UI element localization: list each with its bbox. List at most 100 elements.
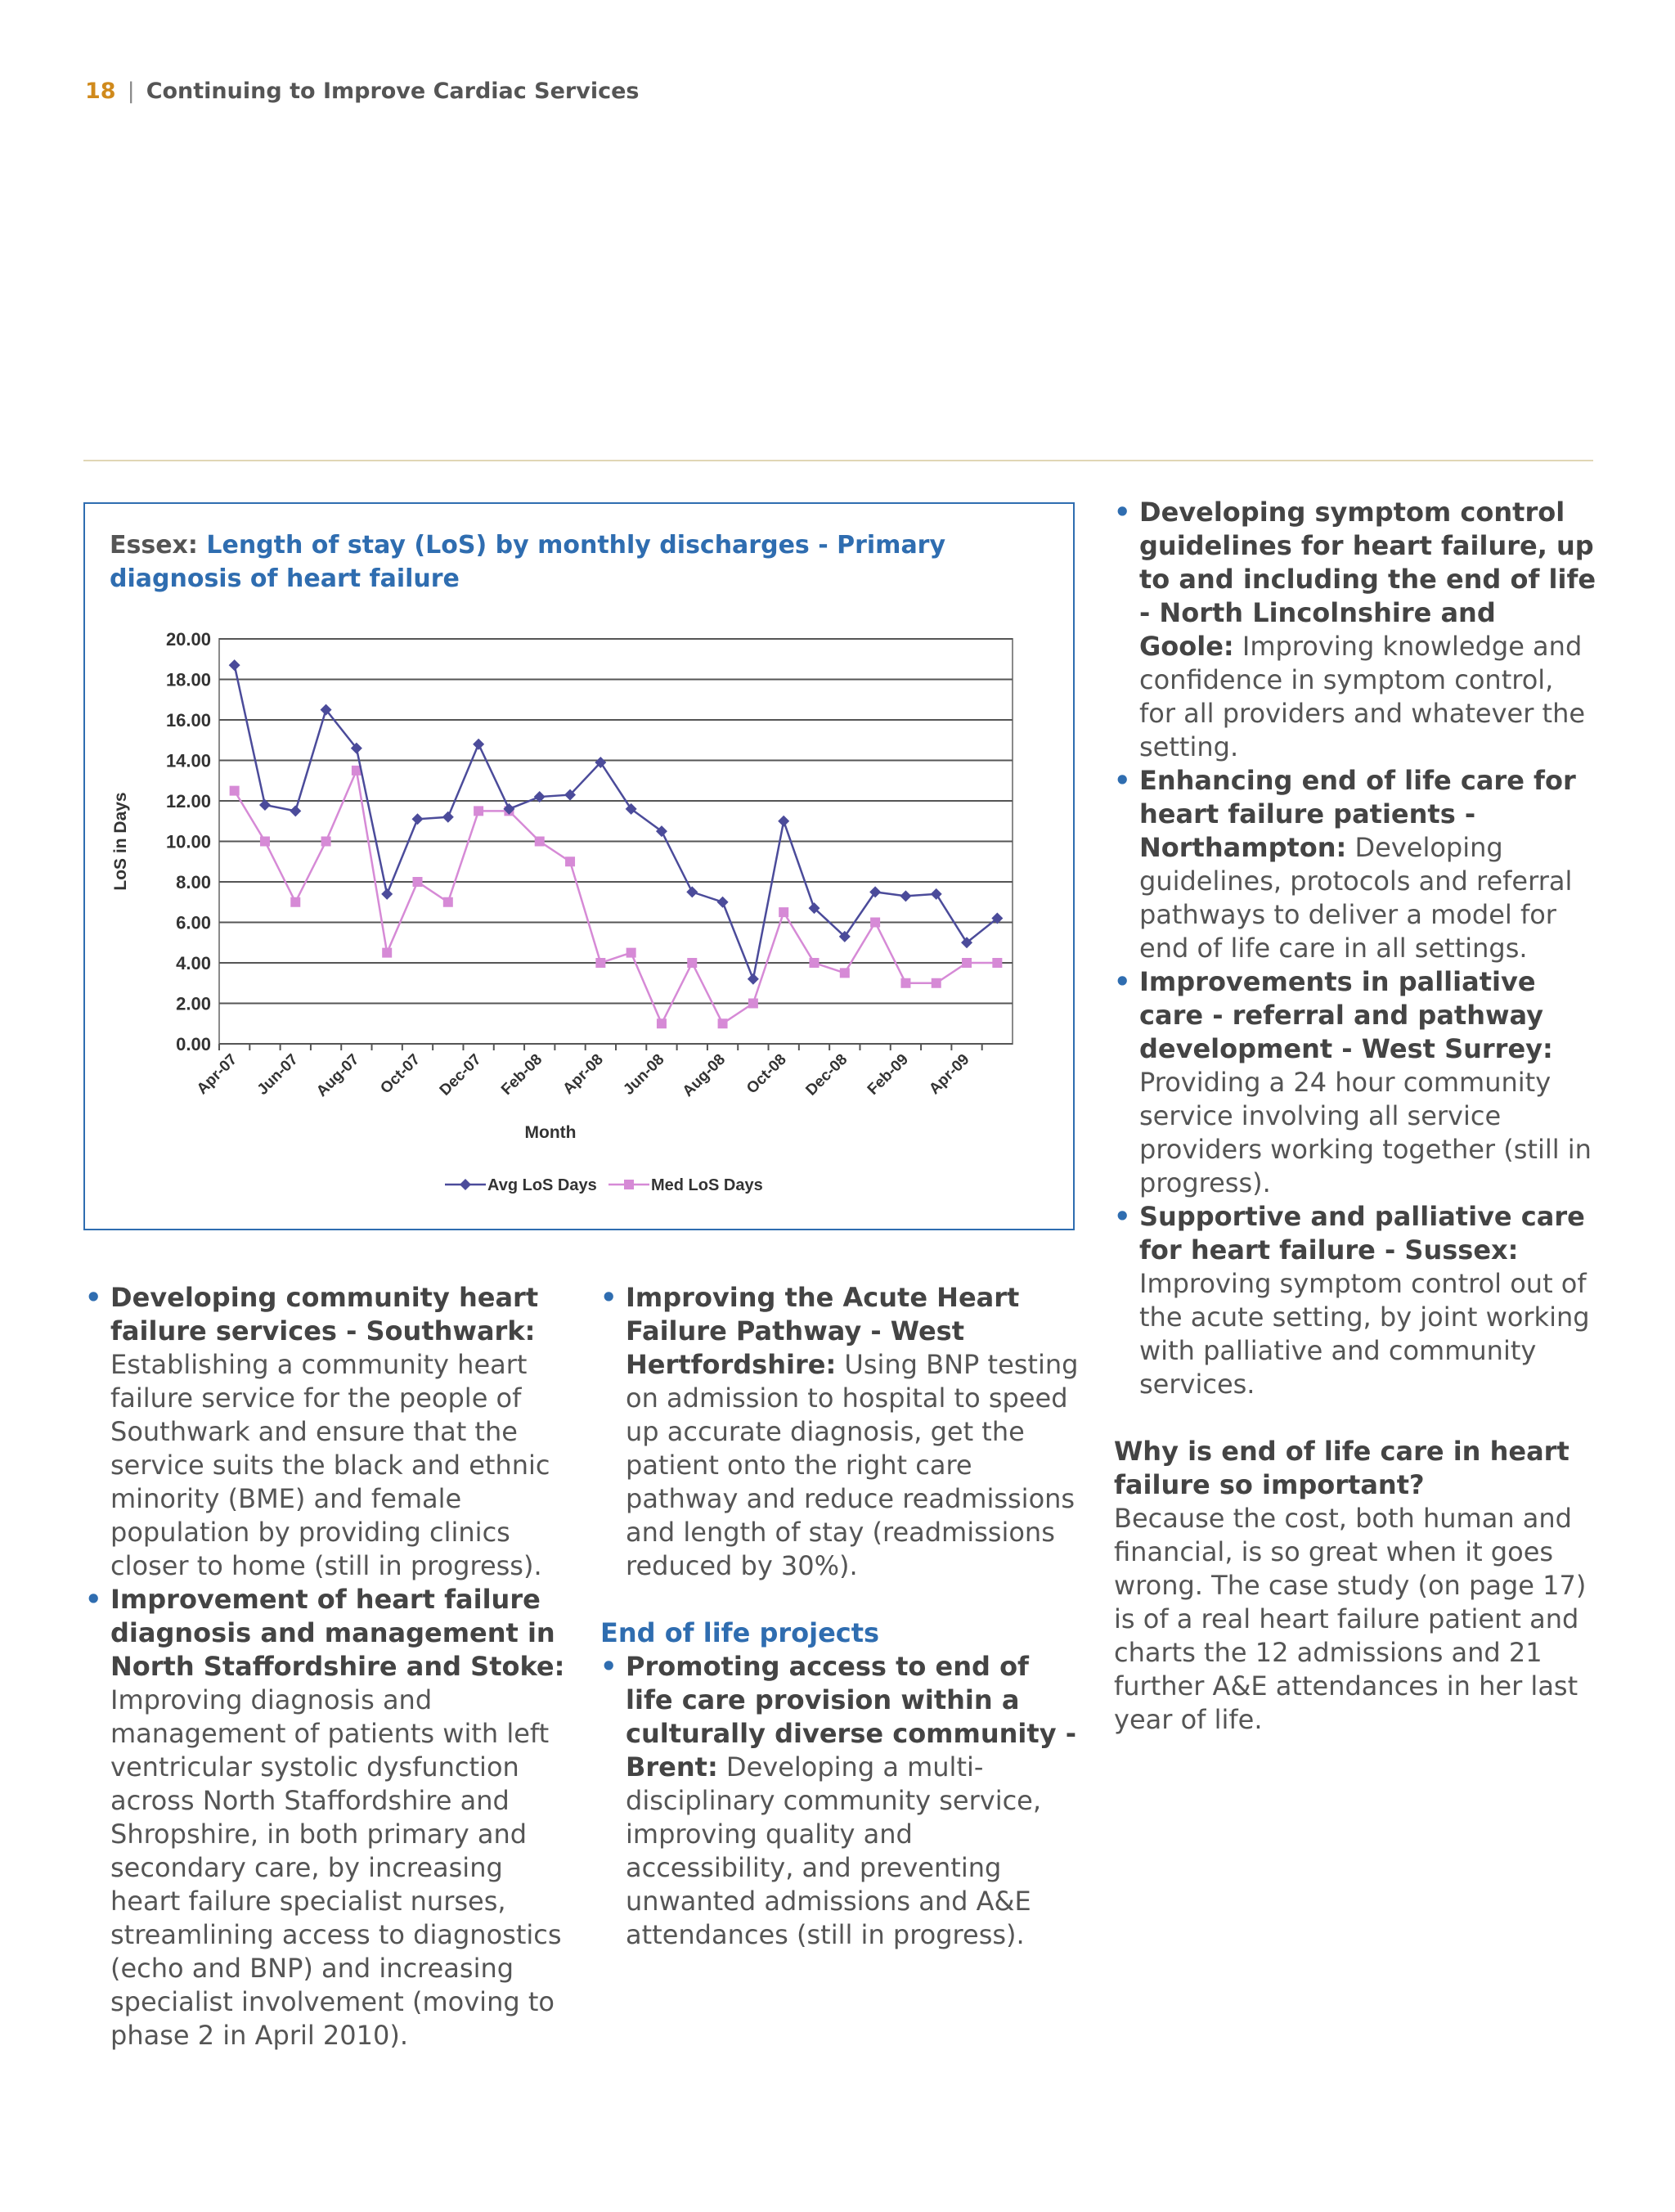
- running-header: 18 | Continuing to Improve Cardiac Service…: [85, 79, 640, 104]
- data-point-med-los-days: [351, 765, 361, 776]
- y-tick-label: 20.00: [166, 629, 211, 650]
- data-point-avg-los-days: [258, 798, 271, 811]
- answer-paragraph: Because the cost, both human and financi…: [1114, 1503, 1587, 1735]
- figure-title-text: Length of stay (LoS) by monthly discharg…: [110, 531, 946, 593]
- data-point-med-los-days: [717, 1018, 728, 1029]
- figure-title-lead: Essex:: [110, 531, 198, 560]
- y-tick-label: 16.00: [166, 710, 211, 731]
- data-point-avg-los-days: [290, 805, 302, 817]
- data-point-med-los-days: [442, 897, 453, 907]
- x-tick-label: Dec-08: [802, 1051, 851, 1099]
- data-point-med-los-days: [474, 806, 484, 816]
- y-tick-label: 2.00: [176, 994, 211, 1014]
- series-line-med-los-days: [233, 767, 998, 1027]
- x-tick-label: Aug-07: [313, 1051, 362, 1100]
- data-point-avg-los-days: [838, 930, 851, 942]
- data-point-med-los-days: [992, 958, 1003, 968]
- project-heading: Supportive and palliative care for heart…: [1139, 1201, 1585, 1266]
- data-point-avg-los-days: [442, 811, 454, 823]
- data-point-avg-los-days: [747, 973, 759, 985]
- project-item: Supportive and palliative care for heart…: [1114, 1200, 1596, 1401]
- project-heading: Developing community heart failure servi…: [110, 1282, 539, 1347]
- project-body: Establishing a community heart failure s…: [110, 1349, 550, 1581]
- data-point-avg-los-days: [991, 912, 1004, 924]
- data-point-avg-los-days: [381, 888, 393, 900]
- data-point-med-los-days: [870, 917, 881, 928]
- project-body: Improving knowledge and confidence in sy…: [1139, 631, 1586, 762]
- x-tick-label: Oct-07: [377, 1051, 424, 1098]
- project-item: Improving the Acute Heart Failure Pathwa…: [600, 1281, 1083, 1583]
- y-tick-label: 18.00: [166, 670, 211, 690]
- project-heading: Enhancing end of life care for heart fai…: [1139, 765, 1576, 863]
- project-body: Developing guidelines, protocols and ref…: [1139, 832, 1573, 964]
- project-heading: Promoting access to end of life care pro…: [626, 1651, 1076, 1783]
- x-tick-label: Feb-08: [498, 1051, 546, 1099]
- data-point-avg-los-days: [869, 886, 882, 898]
- data-point-avg-los-days: [320, 704, 332, 716]
- data-point-avg-los-days: [533, 791, 546, 803]
- data-point-avg-los-days: [228, 659, 240, 672]
- data-point-med-los-days: [839, 968, 850, 978]
- project-item: Promoting access to end of life care pro…: [600, 1650, 1083, 1952]
- header-title: Continuing to Improve Cardiac Services: [146, 79, 640, 104]
- project-heading: Improvement of heart failure diagnosis a…: [110, 1584, 565, 1682]
- column-middle: Improving the Acute Heart Failure Pathwa…: [600, 1281, 1083, 1952]
- page-number: 18: [85, 79, 116, 104]
- project-item: Improvements in palliative care - referr…: [1114, 965, 1596, 1200]
- data-point-med-los-days: [382, 947, 393, 958]
- data-point-avg-los-days: [686, 886, 698, 898]
- project-item: Improvement of heart failure diagnosis a…: [85, 1583, 576, 2052]
- data-point-avg-los-days: [961, 937, 973, 949]
- legend-marker-avg-los-days: [460, 1179, 471, 1190]
- project-body: Improving symptom control out of the acu…: [1139, 1268, 1590, 1400]
- y-tick-label: 14.00: [166, 751, 211, 771]
- data-point-avg-los-days: [778, 815, 790, 827]
- data-point-med-los-days: [779, 907, 789, 918]
- data-point-med-los-days: [900, 978, 911, 988]
- project-heading: Improvements in palliative care - referr…: [1139, 966, 1553, 1064]
- x-tick-label: Apr-08: [559, 1051, 606, 1098]
- y-tick-label: 6.00: [176, 913, 211, 933]
- x-tick-label: Apr-07: [194, 1051, 240, 1098]
- data-point-avg-los-days: [564, 789, 577, 801]
- project-heading: Developing symptom control guidelines fo…: [1139, 497, 1596, 662]
- series-line-avg-los-days: [233, 664, 999, 983]
- data-point-avg-los-days: [503, 803, 515, 815]
- data-point-avg-los-days: [808, 902, 820, 915]
- data-point-med-los-days: [809, 958, 820, 968]
- data-point-med-los-days: [687, 958, 698, 968]
- data-point-med-los-days: [534, 836, 545, 847]
- project-body: Providing a 24 hour community service in…: [1139, 1067, 1592, 1198]
- project-heading: Improving the Acute Heart Failure Pathwa…: [626, 1282, 1020, 1380]
- data-point-med-los-days: [290, 897, 301, 907]
- column-right: Developing symptom control guidelines fo…: [1114, 496, 1596, 1737]
- data-point-avg-los-days: [625, 803, 637, 815]
- figure-title: Essex: Length of stay (LoS) by monthly d…: [110, 528, 1026, 596]
- section-divider: [83, 460, 1593, 461]
- data-point-med-los-days: [229, 785, 240, 796]
- y-tick-label: 8.00: [176, 872, 211, 892]
- data-point-med-los-days: [656, 1018, 667, 1029]
- x-tick-label: Oct-08: [743, 1051, 790, 1098]
- legend-marker-med-los-days: [624, 1180, 634, 1189]
- y-tick-label: 0.00: [176, 1034, 211, 1054]
- x-tick-label: Dec-07: [437, 1051, 485, 1099]
- data-point-med-los-days: [931, 978, 941, 988]
- data-point-avg-los-days: [595, 756, 607, 768]
- header-separator: |: [127, 79, 135, 104]
- data-point-avg-los-days: [350, 742, 362, 754]
- y-tick-label: 12.00: [166, 791, 211, 812]
- los-line-chart: 0.00 2.00 4.00 6.00 8.00 10.00 12.00 14.00 16.00…: [111, 629, 1013, 1194]
- data-point-med-los-days: [595, 958, 606, 968]
- x-tick-label: Jun-08: [620, 1051, 667, 1099]
- project-item: Developing symptom control guidelines fo…: [1114, 496, 1596, 764]
- x-tick-label: Jun-07: [254, 1051, 302, 1099]
- data-point-med-los-days: [412, 877, 423, 887]
- data-point-avg-los-days: [900, 890, 912, 902]
- y-tick-label: 4.00: [176, 953, 211, 973]
- data-point-avg-los-days: [473, 738, 485, 750]
- data-point-avg-los-days: [655, 825, 667, 838]
- y-axis-title: LoS in Days: [111, 792, 130, 890]
- project-item: Enhancing end of life care for heart fai…: [1114, 764, 1596, 965]
- figure-box: Essex: Length of stay (LoS) by monthly d…: [83, 502, 1075, 1230]
